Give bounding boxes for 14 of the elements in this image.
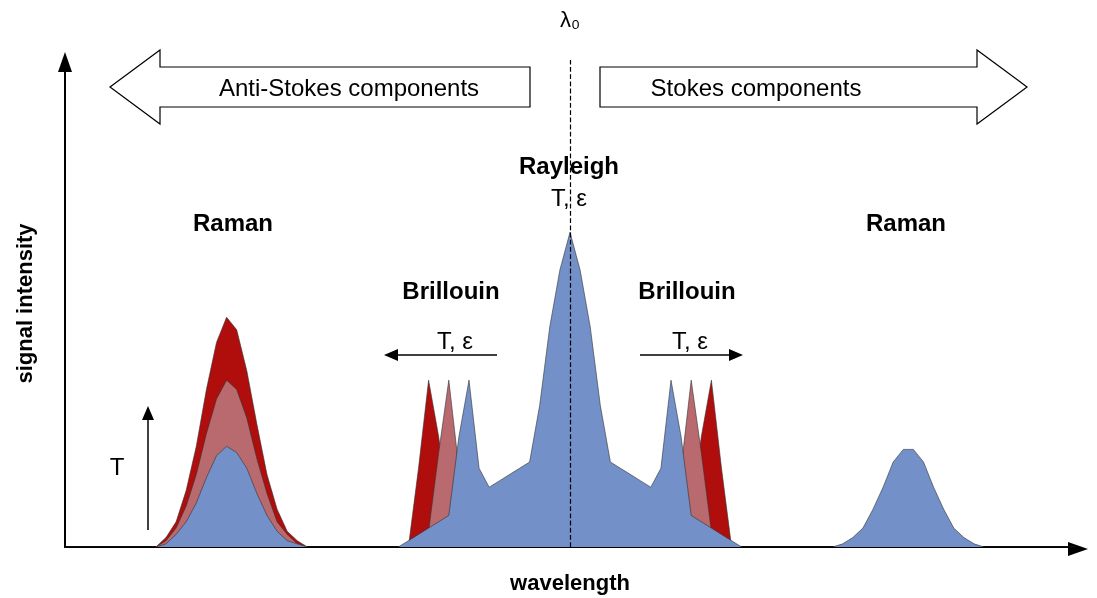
text: λ₀ [559, 6, 581, 32]
x-axis-title: wavelength [509, 569, 630, 595]
annotation: Raman [192, 208, 274, 236]
annotation: T, ε [671, 326, 709, 354]
annotation: T [109, 452, 125, 480]
annotation: Brillouin [638, 276, 736, 304]
text: Rayleigh [518, 151, 620, 179]
text: Stokes components [650, 73, 862, 101]
annotation: Raman [865, 208, 947, 236]
text: T, ε [550, 183, 588, 211]
annotation: T, ε [436, 326, 474, 354]
text: Anti-Stokes components [218, 73, 480, 101]
y-axis-title: signal intensity [11, 222, 37, 384]
annotation: Brillouin [402, 276, 500, 304]
